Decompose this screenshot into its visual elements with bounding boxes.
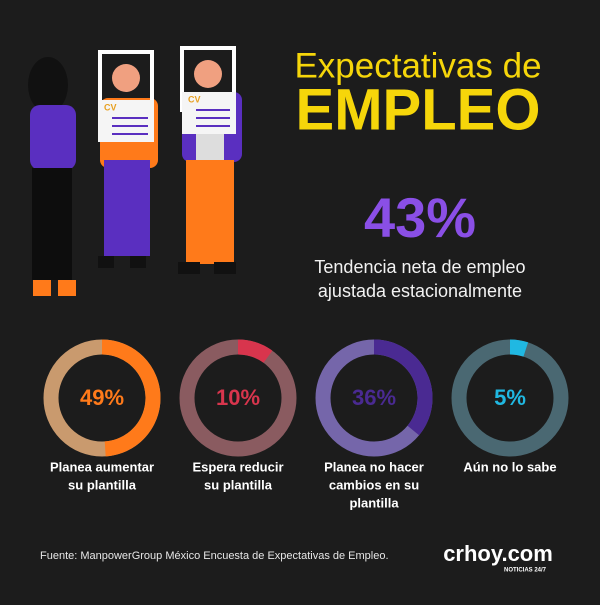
donut-value-label: 36% (352, 385, 396, 410)
logo-tag: NOTICIAS 24/7 (504, 568, 547, 574)
donut-segment (237, 339, 273, 364)
shoe (214, 262, 236, 274)
donut-segment (101, 339, 161, 457)
donut-value-label: 49% (80, 385, 124, 410)
donut-caption: cambios en su (329, 477, 419, 492)
hair (28, 57, 68, 113)
title-main: EMPLEO (296, 77, 541, 142)
source: Fuente: ManpowerGroup México Encuesta de… (40, 550, 389, 562)
face (194, 60, 222, 88)
donut-caption: su plantilla (68, 477, 137, 492)
shoe (98, 256, 114, 268)
title-line: Expectativas de (294, 46, 541, 85)
donut-caption: Aún no lo sabe (463, 459, 556, 474)
logo: crhoy.com (443, 541, 553, 566)
donut-caption: Planea no hacer (324, 459, 424, 474)
jacket (30, 105, 76, 170)
cv-icon: CV (104, 102, 117, 112)
shoe (33, 280, 51, 296)
donut-caption: plantilla (349, 495, 399, 510)
donut-value-label: 5% (494, 385, 526, 410)
face (112, 64, 140, 92)
donut-value-label: 10% (216, 385, 260, 410)
donut-segment (509, 339, 529, 357)
shoe (58, 280, 76, 296)
illustration: CV CV (28, 46, 242, 296)
shoe (130, 256, 146, 268)
headline-figure: 43% (364, 186, 476, 249)
donut-caption: su plantilla (204, 477, 273, 492)
donut-segment (373, 339, 433, 436)
shoe (178, 262, 200, 274)
cv-icon: CV (188, 94, 201, 104)
headline-caption: Tendencia neta de empleo (314, 257, 525, 277)
pants (186, 160, 234, 264)
headline-caption: ajustada estacionalmente (318, 281, 522, 301)
pants (32, 168, 72, 280)
donut-caption: Planea aumentar (50, 459, 154, 474)
donut-caption: Espera reducir (192, 459, 283, 474)
pants (104, 160, 150, 256)
